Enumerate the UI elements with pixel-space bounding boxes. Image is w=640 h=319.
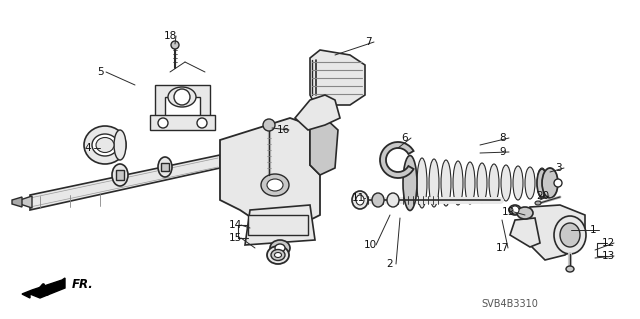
Circle shape xyxy=(263,119,275,131)
Ellipse shape xyxy=(566,266,574,272)
Polygon shape xyxy=(22,278,65,298)
Text: 1: 1 xyxy=(589,225,596,235)
Polygon shape xyxy=(155,85,210,120)
Text: 20: 20 xyxy=(536,191,550,201)
Ellipse shape xyxy=(525,167,535,199)
Text: 12: 12 xyxy=(602,238,614,248)
Ellipse shape xyxy=(537,168,547,198)
Text: 15: 15 xyxy=(228,233,242,243)
Circle shape xyxy=(171,41,179,49)
Ellipse shape xyxy=(96,137,114,152)
Bar xyxy=(248,215,308,235)
Ellipse shape xyxy=(542,168,558,198)
Text: 17: 17 xyxy=(495,243,509,253)
Ellipse shape xyxy=(465,162,475,204)
Ellipse shape xyxy=(489,164,499,202)
Text: 13: 13 xyxy=(602,251,614,261)
Ellipse shape xyxy=(417,158,427,208)
Ellipse shape xyxy=(387,193,399,207)
Text: 2: 2 xyxy=(387,259,394,269)
Ellipse shape xyxy=(441,160,451,206)
Text: SVB4B3310: SVB4B3310 xyxy=(481,299,538,309)
Polygon shape xyxy=(308,118,338,175)
Ellipse shape xyxy=(114,130,126,160)
Ellipse shape xyxy=(453,161,463,205)
Text: 6: 6 xyxy=(402,133,408,143)
Ellipse shape xyxy=(168,87,196,107)
Polygon shape xyxy=(245,205,315,245)
Polygon shape xyxy=(310,50,365,105)
Text: 18: 18 xyxy=(163,31,177,41)
Ellipse shape xyxy=(271,249,285,261)
Text: 14: 14 xyxy=(228,220,242,230)
Ellipse shape xyxy=(477,163,487,203)
Ellipse shape xyxy=(261,174,289,196)
Ellipse shape xyxy=(535,201,541,205)
Ellipse shape xyxy=(267,246,289,264)
Ellipse shape xyxy=(403,155,417,211)
Circle shape xyxy=(511,206,519,214)
Ellipse shape xyxy=(517,207,533,219)
Polygon shape xyxy=(150,115,215,130)
Text: 19: 19 xyxy=(501,207,515,217)
Ellipse shape xyxy=(554,216,586,254)
Bar xyxy=(161,163,169,171)
Text: 3: 3 xyxy=(555,163,561,173)
Text: FR.: FR. xyxy=(72,278,93,291)
Circle shape xyxy=(197,118,207,128)
Ellipse shape xyxy=(405,157,415,209)
Ellipse shape xyxy=(352,191,368,209)
Ellipse shape xyxy=(501,165,511,201)
Text: 4: 4 xyxy=(84,143,92,153)
Text: 10: 10 xyxy=(364,240,376,250)
Wedge shape xyxy=(380,142,413,178)
Ellipse shape xyxy=(158,157,172,177)
Ellipse shape xyxy=(356,195,364,205)
Ellipse shape xyxy=(513,166,523,200)
Ellipse shape xyxy=(429,159,439,207)
Text: 9: 9 xyxy=(500,147,506,157)
Polygon shape xyxy=(20,196,32,208)
Ellipse shape xyxy=(509,205,521,215)
Circle shape xyxy=(174,89,190,105)
Polygon shape xyxy=(220,118,320,225)
Ellipse shape xyxy=(372,193,384,207)
Text: 7: 7 xyxy=(365,37,371,47)
Ellipse shape xyxy=(275,244,285,252)
Bar xyxy=(116,170,124,180)
Ellipse shape xyxy=(84,126,126,164)
Text: 5: 5 xyxy=(97,67,103,77)
Circle shape xyxy=(554,179,562,187)
Polygon shape xyxy=(530,205,585,260)
Text: 16: 16 xyxy=(276,125,290,135)
Ellipse shape xyxy=(270,240,290,256)
Ellipse shape xyxy=(537,169,547,197)
Ellipse shape xyxy=(112,164,128,186)
Ellipse shape xyxy=(560,223,580,247)
Text: 8: 8 xyxy=(500,133,506,143)
Ellipse shape xyxy=(267,179,283,191)
Circle shape xyxy=(158,118,168,128)
Polygon shape xyxy=(510,218,540,247)
Polygon shape xyxy=(295,95,340,130)
Polygon shape xyxy=(12,197,22,207)
Polygon shape xyxy=(30,155,220,210)
Ellipse shape xyxy=(92,134,118,156)
Ellipse shape xyxy=(275,253,282,257)
Text: 11: 11 xyxy=(351,193,365,203)
